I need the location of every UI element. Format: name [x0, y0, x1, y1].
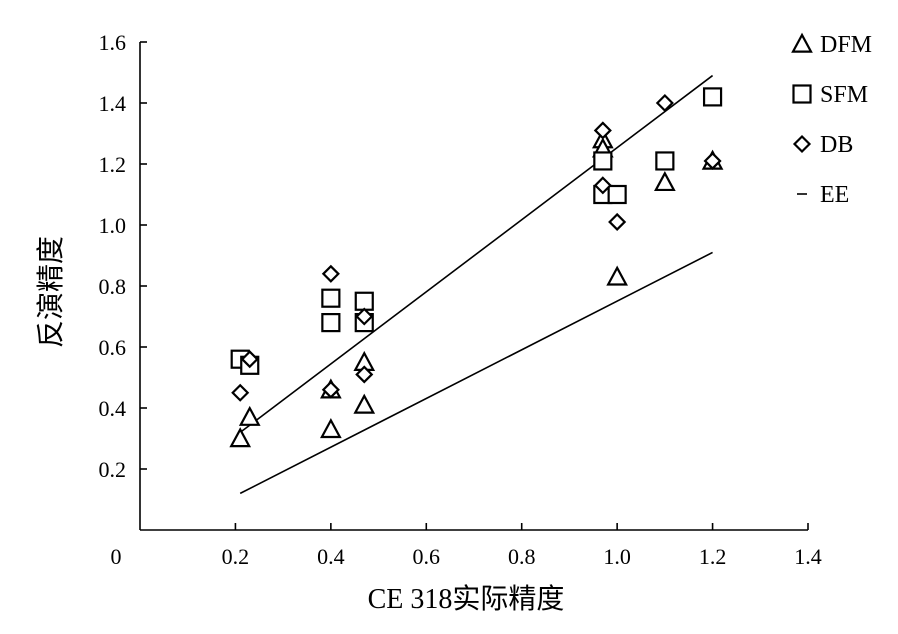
- sfm-point: [593, 151, 613, 171]
- db-point: [593, 121, 612, 140]
- dfm-point: [606, 265, 628, 286]
- legend-db-marker: [792, 134, 812, 154]
- axes: 0.2 0.4 0.6 0.8 1.0 1.2 1.4 1.6 0.2 0.4 0.6 0.8 1.0 1…: [99, 30, 822, 569]
- legend-dfm-label: DFM: [820, 32, 872, 58]
- y-tick-label: 0.8: [99, 274, 127, 299]
- sfm-point: [321, 313, 341, 333]
- y-tick-label: 1.2: [99, 152, 127, 177]
- x-tick-label: 1.2: [699, 544, 727, 569]
- sfm-point: [321, 288, 341, 308]
- sfm-point: [607, 184, 627, 205]
- x-tick-label: 0.4: [317, 544, 345, 569]
- dfm-point: [320, 418, 342, 439]
- db-point: [593, 176, 612, 195]
- y-tick-label: 0.4: [99, 396, 127, 421]
- x-tick-label: 1.4: [794, 544, 822, 569]
- db-point: [321, 380, 340, 399]
- dfm-point: [654, 170, 676, 192]
- y-tick-label: 1.6: [99, 30, 127, 55]
- origin-label: 0: [111, 544, 122, 569]
- legend-sfm-marker: [792, 84, 812, 104]
- y-axis-title: 反演精度: [35, 236, 67, 348]
- y-tick-label: 0.2: [99, 457, 127, 482]
- y-tick-label: 1.0: [99, 213, 127, 238]
- envelope-lines: [239, 74, 714, 495]
- db-point: [355, 365, 374, 384]
- db-point: [608, 212, 627, 232]
- sfm-point: [354, 291, 374, 311]
- x-tick-label: 0.8: [508, 544, 536, 569]
- x-axis-title: CE 318实际精度: [368, 583, 565, 615]
- x-tick-label: 1.0: [603, 544, 631, 569]
- ee-line-1: [239, 74, 714, 434]
- legend-dfm-marker: [791, 32, 813, 53]
- dfm-point: [229, 427, 252, 448]
- x-tick-label: 0.6: [413, 544, 441, 569]
- legend-ee-label: EE: [820, 182, 849, 208]
- db-point: [355, 307, 374, 326]
- sfm-point: [655, 151, 675, 171]
- db-point: [655, 93, 674, 113]
- legend-db-label: DB: [820, 132, 853, 158]
- x-tick-label: 0.2: [222, 544, 250, 569]
- legend-sfm-label: SFM: [820, 82, 868, 108]
- y-tick-label: 0.6: [99, 335, 127, 360]
- data-markers: [229, 87, 724, 448]
- ee-line-2: [239, 251, 713, 495]
- legend: DFM SFM DB EE: [791, 32, 872, 208]
- db-point: [240, 350, 259, 369]
- dfm-point: [353, 393, 376, 414]
- db-point: [231, 383, 250, 402]
- sfm-point: [702, 87, 723, 107]
- db-point: [703, 151, 722, 171]
- db-point: [321, 264, 340, 283]
- dfm-point: [238, 405, 261, 426]
- y-tick-label: 1.4: [99, 91, 127, 116]
